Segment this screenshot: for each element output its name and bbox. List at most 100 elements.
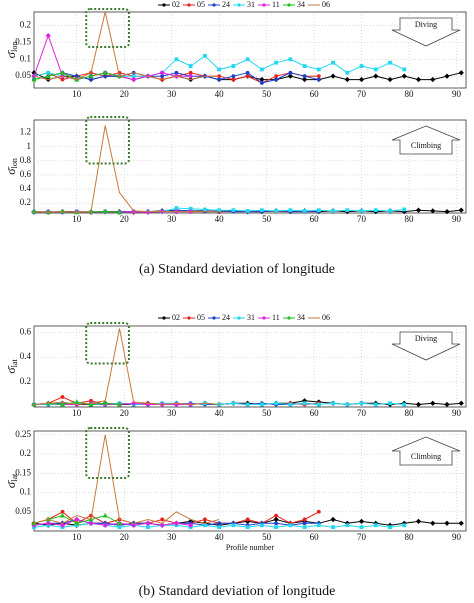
legend-marker	[287, 316, 291, 320]
marker	[231, 208, 236, 213]
x-tick-label: 10	[72, 214, 82, 224]
marker	[159, 522, 165, 528]
marker	[330, 516, 336, 523]
marker	[415, 518, 422, 525]
marker	[274, 513, 279, 518]
marker	[231, 401, 236, 406]
marker	[388, 401, 392, 406]
x-tick-label: 50	[262, 408, 272, 418]
marker	[302, 401, 307, 406]
x-tick-label: 20	[120, 89, 130, 99]
y-tick-label: 0.15	[15, 36, 31, 46]
marker	[31, 76, 37, 82]
legend-marker	[162, 316, 166, 320]
marker	[173, 520, 180, 526]
series-line	[33, 434, 220, 524]
marker	[74, 520, 80, 526]
marker	[402, 67, 407, 72]
marker	[231, 523, 236, 528]
x-tick-label: 30	[167, 89, 177, 99]
x-tick-label: 20	[120, 532, 130, 542]
marker	[217, 77, 222, 82]
marker	[458, 400, 464, 406]
marker	[359, 208, 364, 213]
marker	[316, 402, 321, 407]
marker	[388, 208, 392, 213]
x-tick-label: 60	[310, 89, 320, 99]
marker	[430, 400, 436, 406]
marker	[274, 77, 279, 82]
marker	[59, 69, 65, 75]
y-tick-label: 0.1	[20, 487, 31, 497]
marker	[146, 525, 150, 530]
x-tick-label: 30	[167, 214, 177, 224]
marker	[245, 517, 250, 522]
marker	[345, 70, 350, 75]
marker	[116, 401, 122, 407]
legend-marker	[287, 3, 291, 7]
marker	[116, 209, 122, 215]
marker	[217, 525, 222, 530]
highlight-box	[85, 8, 130, 48]
marker	[302, 64, 307, 68]
y-tick-label: 0.15	[15, 467, 31, 477]
legend-label: 31	[247, 313, 255, 322]
marker	[274, 525, 279, 530]
marker	[203, 207, 207, 212]
marker	[259, 81, 264, 85]
marker	[331, 60, 335, 65]
marker	[316, 523, 321, 528]
series-group	[31, 11, 464, 85]
marker	[430, 76, 436, 83]
x-tick-label: 50	[262, 532, 272, 542]
marker	[344, 76, 350, 83]
marker	[345, 208, 350, 213]
x-tick-label: 50	[262, 214, 272, 224]
marker	[217, 208, 222, 213]
y-tick-label: 0.2	[20, 197, 31, 207]
marker	[302, 517, 307, 522]
marker	[231, 77, 236, 82]
marker	[174, 57, 179, 62]
marker	[160, 517, 165, 522]
marker	[415, 207, 422, 213]
series-group	[31, 125, 464, 215]
x-tick-label: 10	[72, 532, 82, 542]
marker	[302, 208, 307, 213]
marker	[316, 74, 321, 79]
marker	[288, 57, 293, 62]
y-tick-label: 0.05	[15, 506, 31, 516]
marker	[274, 521, 279, 526]
x-tick-label: 90	[452, 408, 462, 418]
x-tick-label: 90	[452, 214, 462, 224]
y-axis-subscript: lat	[10, 358, 19, 367]
series-group	[31, 434, 464, 530]
marker	[415, 401, 422, 408]
marker	[373, 402, 378, 407]
marker	[102, 400, 108, 406]
marker	[316, 67, 321, 72]
y-axis-label: σ̄lat	[4, 473, 19, 488]
marker	[45, 73, 51, 79]
marker	[458, 70, 464, 76]
legend-marker	[262, 316, 266, 320]
marker	[430, 208, 436, 214]
marker	[430, 520, 436, 526]
annotation: Climbing	[411, 452, 441, 461]
y-tick-label: 0.25	[15, 429, 31, 439]
marker	[259, 402, 264, 407]
y-axis-symbol: σ̄	[4, 480, 18, 488]
legend-label: 11	[272, 0, 280, 9]
x-tick-label: 10	[72, 89, 82, 99]
x-tick-label: 20	[120, 214, 130, 224]
x-tick-label: 40	[215, 532, 225, 542]
y-tick-label: 0.05	[15, 70, 31, 80]
marker	[415, 76, 422, 83]
marker	[203, 523, 207, 528]
x-tick-label: 30	[167, 408, 177, 418]
marker	[316, 509, 321, 514]
marker	[373, 73, 379, 79]
marker	[301, 76, 308, 83]
marker	[302, 521, 307, 526]
marker	[373, 523, 378, 528]
